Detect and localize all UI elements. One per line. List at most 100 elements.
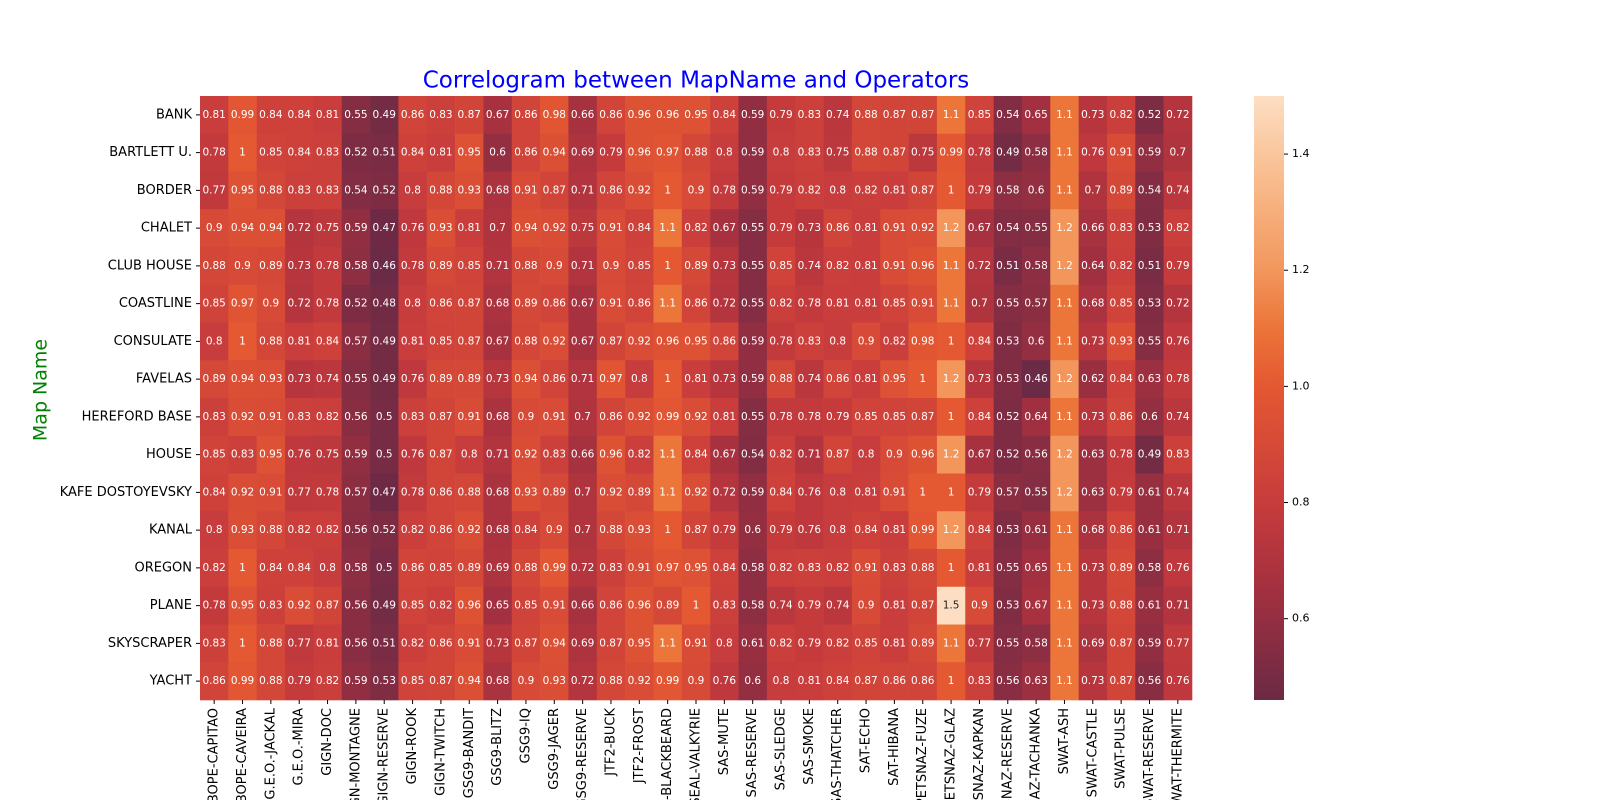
heatmap-cell — [596, 586, 626, 625]
heatmap-cell — [483, 398, 513, 437]
cell-label: 0.71 — [571, 184, 594, 196]
cell-label: 0.87 — [316, 600, 339, 612]
heatmap-cell — [908, 624, 938, 663]
heatmap-cell — [908, 171, 938, 210]
cell-label: 0.83 — [798, 562, 821, 574]
heatmap-cell — [341, 247, 371, 286]
heatmap-cell — [1050, 209, 1079, 248]
heatmap-cell — [1078, 549, 1108, 588]
heatmap-cell — [341, 624, 371, 663]
heatmap-cell — [823, 435, 853, 474]
heatmap-cell — [1021, 171, 1051, 210]
cell-label: 0.89 — [684, 260, 707, 272]
heatmap-cell — [908, 360, 938, 399]
cell-label: 0.92 — [543, 222, 566, 234]
cell-label: 0.96 — [599, 449, 623, 461]
heatmap-cell — [1135, 247, 1164, 286]
heatmap-cell — [681, 171, 711, 210]
heatmap-cell — [908, 586, 938, 625]
heatmap-cell — [568, 133, 598, 172]
cell-label: 0.55 — [996, 637, 1019, 649]
heatmap-cell — [285, 398, 314, 437]
heatmap-cell — [200, 473, 229, 512]
heatmap-cell — [511, 662, 541, 701]
cell-label: 0.78 — [1166, 373, 1189, 385]
cell-label: 1 — [948, 411, 955, 423]
cell-label: 0.87 — [911, 109, 934, 121]
heatmap-cell — [1050, 435, 1079, 474]
cell-label: 0.68 — [1081, 298, 1104, 310]
heatmap-cell — [285, 473, 314, 512]
heatmap-cell — [596, 662, 626, 701]
cell-label: 0.93 — [628, 524, 651, 536]
heatmap-cell — [681, 662, 711, 701]
cell-label: 0.54 — [996, 109, 1020, 121]
cell-label: 0.87 — [1109, 637, 1132, 649]
cell-label: 0.83 — [713, 600, 736, 612]
cell-label: 0.56 — [344, 411, 368, 423]
heatmap-cell — [880, 624, 909, 663]
heatmap-cell — [341, 171, 371, 210]
cell-label: 0.8 — [773, 675, 790, 687]
cell-label: 0.55 — [741, 298, 764, 310]
cell-label: 0.84 — [288, 562, 312, 574]
heatmap-cell — [370, 96, 399, 135]
cell-label: 0.58 — [1024, 147, 1047, 159]
heatmap-cell — [483, 360, 513, 399]
heatmap-cell — [540, 360, 569, 399]
cell-label: 0.66 — [571, 449, 595, 461]
cell-label: 0.79 — [1109, 486, 1132, 498]
heatmap-cell — [313, 511, 343, 550]
heatmap-cell — [710, 96, 739, 135]
cell-label: 0.86 — [429, 298, 453, 310]
heatmap-cell — [738, 247, 768, 286]
cell-label: 0.89 — [202, 373, 225, 385]
heatmap-cell — [1078, 360, 1108, 399]
cell-label: 0.77 — [288, 637, 311, 649]
cell-label: 0.9 — [263, 298, 280, 310]
cell-label: 0.82 — [316, 524, 339, 536]
heatmap-cell — [1021, 133, 1051, 172]
heatmap-cell — [341, 360, 371, 399]
heatmap-cell — [993, 322, 1023, 361]
heatmap-cell — [1021, 435, 1051, 474]
cell-label: 0.8 — [829, 335, 846, 347]
cell-label: 0.59 — [344, 675, 367, 687]
heatmap-cell — [568, 209, 598, 248]
cell-label: 0.68 — [486, 298, 509, 310]
cell-label: 0.86 — [429, 524, 453, 536]
heatmap-cell — [738, 284, 768, 323]
heatmap-cell — [426, 473, 456, 512]
cell-label: 1.2 — [943, 222, 960, 234]
heatmap-cell — [1163, 360, 1193, 399]
heatmap-cell — [795, 473, 824, 512]
cell-label: 0.78 — [798, 411, 821, 423]
heatmap-cell — [1106, 624, 1136, 663]
cell-label: 0.85 — [883, 298, 906, 310]
heatmap-cell — [540, 133, 569, 172]
cell-label: 0.84 — [202, 486, 226, 498]
cell-label: 0.89 — [458, 562, 481, 574]
cell-label: 0.82 — [769, 449, 792, 461]
cell-label: 0.9 — [858, 335, 875, 347]
cell-label: 0.91 — [1109, 147, 1132, 159]
heatmap-cell — [738, 662, 768, 701]
heatmap-cell — [851, 398, 881, 437]
heatmap-cell — [540, 662, 569, 701]
cell-label: 0.46 — [373, 260, 397, 272]
heatmap-cell — [483, 624, 513, 663]
cell-label: 0.87 — [514, 637, 537, 649]
cell-label: 0.95 — [231, 600, 254, 612]
cell-label: 0.79 — [968, 486, 991, 498]
heatmap-cell — [965, 322, 994, 361]
cell-label: 0.87 — [854, 675, 877, 687]
cell-label: 0.86 — [202, 675, 226, 687]
heatmap-cell — [851, 133, 881, 172]
heatmap-cell — [710, 398, 739, 437]
heatmap-cell — [766, 360, 796, 399]
heatmap-cell — [540, 284, 569, 323]
heatmap-cell — [596, 473, 626, 512]
y-tick-label: OREGON — [134, 560, 192, 575]
cell-label: 1 — [664, 184, 671, 196]
x-tick-label: GIGN-TWITCH — [433, 708, 448, 796]
